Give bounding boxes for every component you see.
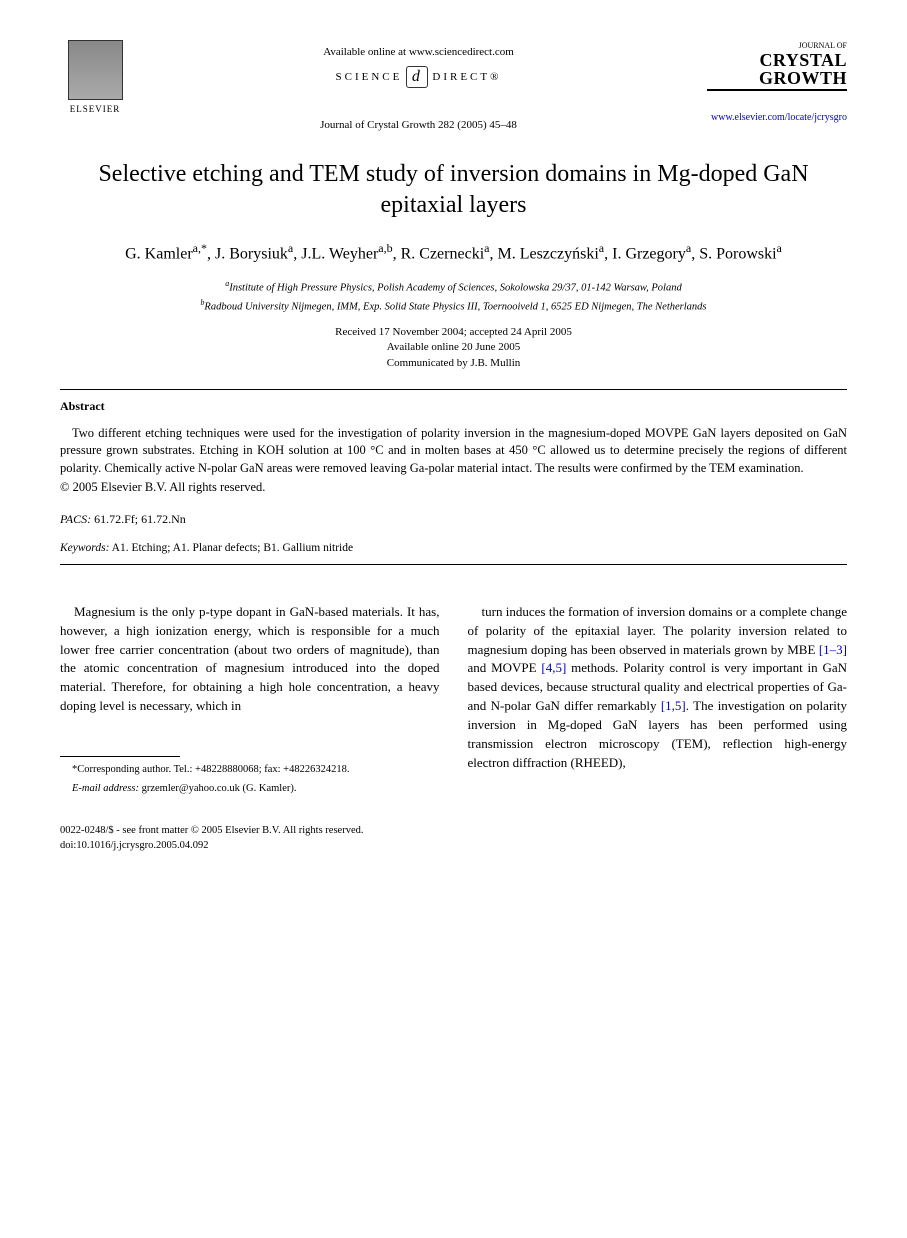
center-header: Available online at www.sciencedirect.co…: [130, 40, 707, 134]
divider: [60, 564, 847, 565]
body-text: Magnesium is the only p-type dopant in G…: [60, 603, 847, 796]
keywords-line: Keywords: A1. Etching; A1. Planar defect…: [60, 540, 847, 556]
email-footnote: E-mail address: grzemler@yahoo.co.uk (G.…: [60, 781, 440, 796]
keywords-value: A1. Etching; A1. Planar defects; B1. Gal…: [109, 542, 353, 554]
abstract-heading: Abstract: [60, 398, 847, 415]
affiliations: aInstitute of High Pressure Physics, Pol…: [60, 278, 847, 315]
journal-reference: Journal of Crystal Growth 282 (2005) 45–…: [130, 118, 707, 133]
science-direct-brand: SCIENCE d DIRECT®: [130, 66, 707, 88]
affiliation-a: aInstitute of High Pressure Physics, Pol…: [60, 278, 847, 296]
journal-logo-line1: CRYSTAL: [707, 51, 847, 69]
citation-link[interactable]: [1–3]: [819, 642, 847, 657]
doi-line: doi:10.1016/j.jcrysgro.2005.04.092: [60, 839, 847, 854]
sd-right: DIRECT®: [432, 70, 501, 85]
abstract-text: Two different etching techniques were us…: [60, 425, 847, 478]
science-direct-icon: d: [406, 66, 428, 88]
publisher-name: ELSEVIER: [70, 103, 121, 116]
email-label: E-mail address:: [72, 783, 139, 794]
body-paragraph: turn induces the formation of inversion …: [468, 603, 848, 773]
email-value: grzemler@yahoo.co.uk (G. Kamler).: [139, 783, 297, 794]
pacs-value: 61.72.Ff; 61.72.Nn: [91, 512, 186, 526]
elsevier-tree-icon: [68, 40, 123, 100]
citation-link[interactable]: [1,5]: [661, 698, 686, 713]
journal-url-link[interactable]: www.elsevier.com/locate/jcrysgro: [707, 111, 847, 125]
keywords-label: Keywords:: [60, 542, 109, 554]
column-left: Magnesium is the only p-type dopant in G…: [60, 603, 440, 796]
citation-link[interactable]: [4,5]: [541, 660, 566, 675]
front-matter-line: 0022-0248/$ - see front matter © 2005 El…: [60, 824, 847, 839]
footnote-separator: [60, 756, 180, 757]
article-dates: Received 17 November 2004; accepted 24 A…: [60, 325, 847, 371]
publisher-logo: ELSEVIER: [60, 40, 130, 120]
authors-list: G. Kamlera,*, J. Borysiuka, J.L. Weyhera…: [60, 239, 847, 266]
column-right: turn induces the formation of inversion …: [468, 603, 848, 796]
available-online-text: Available online at www.sciencedirect.co…: [130, 45, 707, 60]
journal-logo-line2: GROWTH: [707, 69, 847, 87]
header: ELSEVIER Available online at www.science…: [60, 40, 847, 134]
body-paragraph: Magnesium is the only p-type dopant in G…: [60, 603, 440, 716]
sd-left: SCIENCE: [336, 70, 403, 85]
article-title: Selective etching and TEM study of inver…: [80, 159, 827, 221]
abstract-copyright: © 2005 Elsevier B.V. All rights reserved…: [60, 479, 847, 497]
affiliation-b: bRadboud University Nijmegen, IMM, Exp. …: [60, 297, 847, 315]
corresponding-author-footnote: *Corresponding author. Tel.: +4822888006…: [60, 763, 440, 778]
journal-logo: JOURNAL OF CRYSTAL GROWTH www.elsevier.c…: [707, 40, 847, 125]
available-online-date: Available online 20 June 2005: [60, 340, 847, 355]
divider: [60, 389, 847, 390]
pacs-label: PACS:: [60, 512, 91, 526]
journal-logo-underline: [707, 89, 847, 91]
communicated-by: Communicated by J.B. Mullin: [60, 356, 847, 371]
pacs-line: PACS: 61.72.Ff; 61.72.Nn: [60, 511, 847, 528]
received-accepted: Received 17 November 2004; accepted 24 A…: [60, 325, 847, 340]
page-footer: 0022-0248/$ - see front matter © 2005 El…: [60, 824, 847, 853]
